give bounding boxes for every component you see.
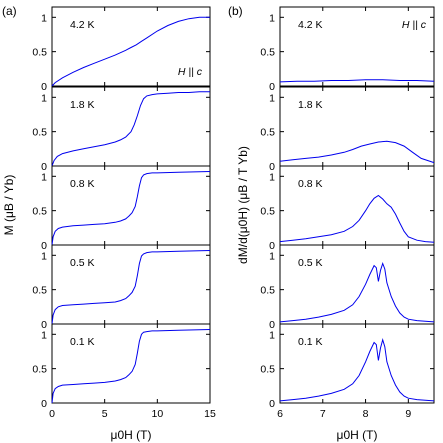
data-line [51,16,210,87]
panel-label-b: (b) [228,4,243,18]
y-tick-label: 1 [41,329,47,341]
x-tick-label: 5 [102,408,108,420]
x-tick-label: 15 [204,408,216,420]
plot-frame [51,323,211,404]
x-axis-label: μ0H (T) [337,428,378,442]
y-tick-label: 0 [41,240,47,252]
x-tick-label: 7 [320,408,326,420]
row-1: 0 0.5 1 1.8 K [32,86,211,173]
x-tick-label: 8 [363,408,369,420]
y-tick-label: 0 [269,81,275,93]
y-tick-label: 0 [269,161,275,173]
row-0: 0 0.5 1 4.2 K H || c [260,6,435,93]
data-line [51,250,211,325]
y-tick-label: 0.5 [32,364,47,376]
y-tick-label: 1 [269,92,275,104]
plot-frame [51,6,211,87]
data-line [279,79,435,83]
row-1: 0 0.5 1 1.8 K [260,86,435,173]
x-tick-label: 9 [405,408,411,420]
y-tick-label: 0.5 [260,364,275,376]
y-tick-label: 1 [269,171,275,183]
y-tick-label: 1 [41,250,47,262]
row-0: 0 0.5 1 4.2 K H || c [32,6,211,93]
row-2: 0 0.5 1 0.8 K [260,165,435,252]
y-tick-label: 0.5 [260,285,275,297]
y-tick-label: 1 [269,12,275,24]
y-tick-label: 0.5 [260,206,275,218]
plot-frame [279,6,435,87]
y-tick-label: 0 [41,81,47,93]
data-line [51,329,211,404]
x-tick-label: 6 [277,408,283,420]
y-tick-label: 0.5 [260,127,275,139]
y-tick-label: 0 [41,398,47,410]
temperature-label: 4.2 K [298,19,323,31]
y-tick-label: 0 [41,161,47,173]
y-axis-label: dM/d(μ0H) (μB / T Yb) [236,146,250,264]
y-tick-label: 1 [269,329,275,341]
temperature-label: 1.8 K [298,99,323,111]
y-axis-label: M (μB / Yb) [2,175,16,236]
panel-b: 0 0.5 1 4.2 K H || c 0 0.5 1 1.8 K 0 0.5 1 0.8 K 0 0.5… [236,6,435,442]
row-4: 0 0.5 1 0.1 K [260,323,435,410]
row-2: 0 0.5 1 0.8 K [32,165,211,252]
temperature-label: 0.8 K [298,178,323,190]
field-direction-label: H || c [178,66,203,78]
panel-label-a: (a) [2,4,17,18]
x-tick-label: 10 [151,408,163,420]
data-line [51,171,211,246]
temperature-label: 0.5 K [70,257,95,269]
y-tick-label: 1 [269,250,275,262]
y-tick-label: 0 [41,319,47,331]
y-tick-label: 0.5 [260,47,275,59]
x-axis-label: μ0H (T) [111,428,152,442]
field-direction-label: H || c [402,19,427,31]
x-tick-label: 0 [49,408,55,420]
data-line [51,91,210,167]
y-tick-label: 0.5 [32,206,47,218]
y-tick-label: 1 [41,171,47,183]
y-tick-label: 0.5 [32,47,47,59]
data-line [279,261,435,323]
temperature-label: 0.8 K [70,178,95,190]
data-line [279,140,435,164]
y-tick-label: 0 [269,319,275,331]
temperature-label: 0.5 K [298,257,323,269]
y-tick-label: 0 [269,240,275,252]
temperature-label: 1.8 K [70,99,95,111]
y-tick-label: 0.5 [32,285,47,297]
data-line [279,194,435,243]
panel-a: 0 0.5 1 4.2 K H || c 0 0.5 1 1.8 K 0 0.5 1 0.8 K 0 0.5… [2,6,216,442]
temperature-label: 4.2 K [70,19,95,31]
y-tick-label: 0 [269,398,275,410]
temperature-label: 0.1 K [298,336,323,348]
data-line [279,337,435,402]
y-tick-label: 0.5 [32,127,47,139]
temperature-label: 0.1 K [70,336,95,348]
row-4: 0 0.5 1 0.1 K [32,323,211,410]
row-3: 0 0.5 1 0.5 K [32,244,211,331]
y-tick-label: 1 [41,12,47,24]
y-tick-label: 1 [41,92,47,104]
row-3: 0 0.5 1 0.5 K [260,244,435,331]
plot-frame [279,323,435,404]
